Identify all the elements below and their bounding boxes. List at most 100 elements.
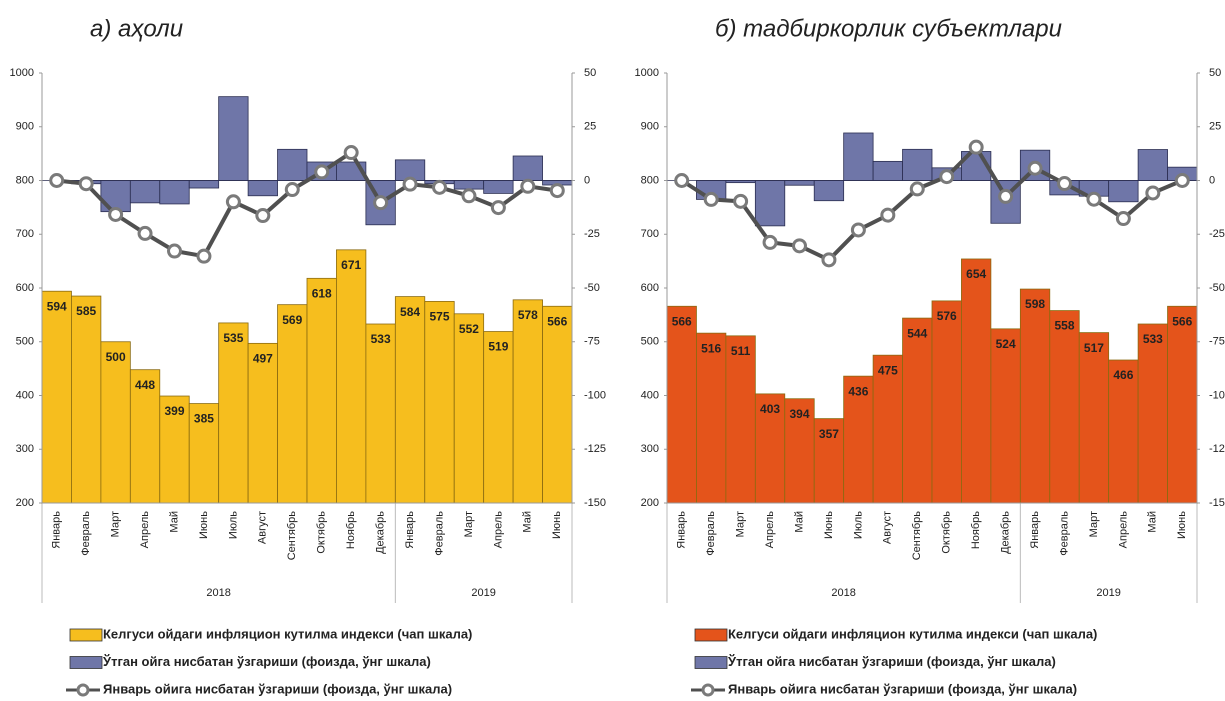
- y2-tick-label: -150: [584, 497, 606, 509]
- bar: [931, 300, 962, 504]
- line-marker: [49, 173, 65, 188]
- value-label: 575: [429, 310, 449, 324]
- x-tick-label: Январь: [1029, 511, 1041, 549]
- value-label: 524: [996, 337, 1016, 351]
- y-tick-label: 300: [641, 443, 659, 455]
- x-tick-label: Май: [1147, 511, 1159, 533]
- y2-tick-label: 0: [584, 174, 590, 186]
- bar: [159, 180, 190, 205]
- y-tick-label: 700: [641, 228, 659, 240]
- bar: [542, 305, 573, 504]
- y2-tick-label: -25: [584, 228, 600, 240]
- bar: [725, 335, 756, 504]
- x-tick-label: Февраль: [433, 511, 445, 556]
- x-tick-label: Июль: [227, 511, 239, 539]
- value-label: 519: [488, 340, 508, 354]
- value-label: 500: [106, 350, 126, 364]
- line-marker: [939, 169, 955, 185]
- bar: [843, 132, 874, 181]
- y-tick-label: 200: [641, 497, 659, 509]
- y-tick-label: 400: [16, 389, 34, 401]
- value-label: 544: [907, 326, 927, 340]
- x-tick-label: Январь: [676, 511, 688, 549]
- value-label: 511: [731, 344, 751, 358]
- bar: [784, 398, 815, 504]
- chart-title: б) тадбиркорлик субъектлари: [715, 15, 1062, 42]
- value-label: 517: [1084, 341, 1104, 355]
- bar: [129, 180, 161, 204]
- y-tick-label: 600: [641, 282, 659, 294]
- value-label: 578: [518, 308, 538, 322]
- bar: [1078, 332, 1110, 504]
- line-marker: [733, 193, 749, 209]
- bar: [453, 180, 485, 190]
- line-marker: [549, 183, 565, 199]
- line-marker: [167, 243, 182, 259]
- value-label: 552: [459, 322, 479, 336]
- legend-marker: [701, 683, 715, 697]
- bar: [394, 296, 426, 504]
- x-tick-label: Апрель: [492, 511, 504, 549]
- line-marker: [674, 173, 690, 188]
- bar: [1108, 180, 1139, 203]
- bar: [1049, 310, 1080, 504]
- x-tick-label: Май: [522, 511, 534, 533]
- y2-tick-label: 50: [584, 67, 596, 79]
- group-label: 2018: [831, 587, 855, 599]
- y-tick-label: 200: [16, 497, 34, 509]
- line-marker: [461, 188, 477, 204]
- line-marker: [968, 139, 984, 155]
- bar: [218, 96, 249, 181]
- bar: [483, 180, 514, 194]
- x-tick-label: Май: [168, 511, 180, 533]
- x-tick-label: Декабрь: [375, 511, 387, 554]
- x-tick-label: Апрель: [764, 511, 776, 549]
- value-label: 671: [341, 258, 361, 272]
- y2-tick-label: -100: [1209, 389, 1225, 401]
- y2-tick-label: -125: [1209, 443, 1225, 455]
- y-tick-label: 800: [641, 174, 659, 186]
- value-label: 566: [672, 314, 692, 328]
- legend-swatch: [694, 628, 728, 642]
- y-tick-label: 600: [16, 282, 34, 294]
- y2-tick-label: -150: [1209, 497, 1225, 509]
- bar: [696, 332, 727, 504]
- bar: [784, 180, 815, 186]
- value-label: 535: [223, 331, 243, 345]
- line-marker: [432, 179, 447, 195]
- group-label: 2018: [206, 587, 230, 599]
- line-marker: [196, 248, 212, 264]
- value-label: 533: [1143, 332, 1163, 346]
- line-marker: [880, 207, 896, 223]
- x-tick-label: Август: [882, 511, 894, 544]
- y2-tick-label: 25: [1209, 121, 1221, 133]
- value-label: 357: [819, 427, 839, 441]
- value-label: 566: [547, 314, 567, 328]
- bar: [872, 160, 903, 181]
- value-label: 475: [878, 363, 898, 377]
- y2-tick-label: 50: [1209, 67, 1221, 79]
- line-marker: [762, 234, 778, 250]
- value-label: 566: [1172, 314, 1192, 328]
- x-tick-label: Февраль: [1058, 511, 1070, 556]
- line-marker: [1115, 211, 1131, 227]
- y2-tick-label: -25: [1209, 228, 1225, 240]
- y2-tick-label: -75: [584, 336, 600, 348]
- y-tick-label: 800: [16, 174, 34, 186]
- x-tick-label: Январь: [51, 511, 63, 549]
- line-marker: [703, 191, 719, 207]
- line-marker: [78, 176, 94, 192]
- group-label: 2019: [1096, 587, 1120, 599]
- value-label: 497: [253, 352, 273, 366]
- x-tick-label: Март: [1088, 511, 1100, 537]
- bar: [813, 418, 845, 504]
- bar: [512, 155, 543, 181]
- y-tick-label: 500: [641, 336, 659, 348]
- bar: [41, 290, 72, 504]
- group-label: 2019: [471, 587, 495, 599]
- x-tick-label: Июль: [852, 511, 864, 539]
- bar: [218, 322, 249, 504]
- bar: [902, 148, 933, 181]
- x-tick-label: Май: [793, 511, 805, 533]
